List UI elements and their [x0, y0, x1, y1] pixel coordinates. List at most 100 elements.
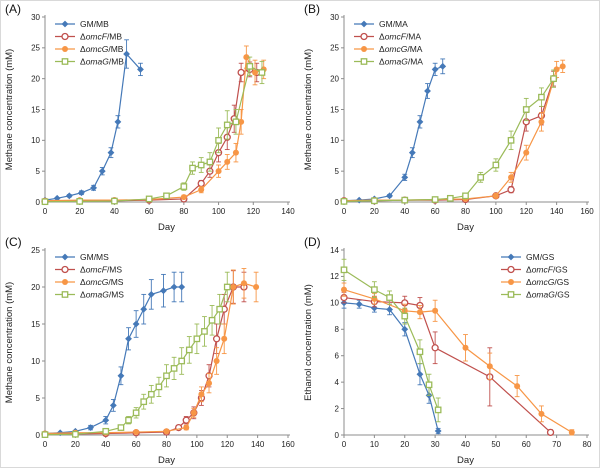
x-tick-label: 20	[370, 207, 379, 216]
data-point-marker	[360, 20, 368, 28]
legend-label: ΔomcF/GS	[526, 265, 568, 275]
legend-label: ΔomaG/MB	[80, 57, 124, 67]
legend-label: ΔomcF/MS	[80, 265, 122, 275]
axes: 0 20 40 60 80 100 120 140 0 5 10 15 20 25 30	[31, 13, 295, 216]
data-point-marker	[189, 164, 196, 172]
panel-D-label: (D)	[304, 235, 321, 249]
data-point-marker	[180, 194, 187, 201]
data-point-marker	[360, 58, 368, 65]
data-point-marker	[486, 363, 493, 370]
legend-label: ΔomaG/MA	[379, 57, 423, 67]
chart-svg: 0 20 40 60 80 100 120 140 160 0 5 10 15 20 25 30 Day Meth…	[303, 13, 594, 233]
data-point-marker	[132, 320, 140, 328]
data-point-marker	[41, 198, 49, 206]
data-point-marker	[340, 266, 348, 274]
data-point-marker	[522, 106, 530, 113]
y-tick-label: 4	[335, 378, 340, 387]
data-point-marker	[431, 196, 439, 203]
chart-svg: 0 20 40 60 80 100 120 140 0 5 10 15 20 25 30 Day Methane…	[4, 13, 295, 233]
data-point-marker	[61, 253, 69, 261]
data-point-marker	[111, 197, 118, 205]
data-point-marker	[221, 335, 228, 342]
y-tick-label: 20	[31, 283, 40, 292]
data-point-marker	[507, 136, 515, 144]
x-axis-title: Day	[158, 222, 175, 233]
data-point-marker	[434, 406, 442, 414]
data-point-marker	[102, 427, 110, 435]
x-tick-label: 0	[43, 440, 48, 449]
x-tick-label: 60	[132, 440, 141, 449]
y-tick-label: 10	[31, 136, 40, 145]
y-tick-label: 8	[335, 325, 340, 334]
data-point-marker	[125, 335, 132, 343]
data-point-marker	[492, 161, 500, 169]
x-tick-label: 20	[75, 207, 84, 216]
data-point-marker	[224, 158, 231, 165]
y-tick-label: 14	[330, 246, 339, 255]
data-point-marker	[160, 287, 167, 295]
series-gm-mb	[41, 39, 144, 204]
data-point-marker	[190, 409, 197, 416]
y-tick-label: 5	[36, 394, 41, 403]
data-point-marker	[386, 294, 393, 301]
axes: 0 20 40 60 80 100 120 140 160 0 5 10 15 20 25	[31, 246, 295, 449]
data-point-marker	[508, 174, 515, 181]
y-tick-label: 25	[31, 44, 40, 53]
x-tick-label: 60	[522, 440, 531, 449]
data-point-marker	[125, 416, 132, 424]
x-tick-label: 120	[520, 207, 534, 216]
x-tick-label: 100	[212, 207, 226, 216]
x-tick-label: 20	[71, 440, 80, 449]
y-tick-label: 5	[335, 167, 340, 176]
data-point-marker	[180, 183, 188, 190]
data-point-marker	[117, 424, 125, 431]
data-point-marker	[240, 280, 247, 287]
data-point-marker	[114, 118, 122, 126]
panel-A: (A) 0 20 40 60 80 100 120 140 0 5 10 15 20 25 30 Day Met…	[1, 1, 300, 234]
data-point-marker	[201, 328, 208, 335]
data-point-marker	[477, 173, 485, 181]
x-tick-label: 20	[400, 440, 409, 449]
data-point-marker	[341, 286, 347, 293]
x-tick-label: 100	[489, 207, 503, 216]
data-point-marker	[223, 283, 231, 291]
legend: GM/MB ΔomcF/MB ΔomcG/MB ΔomaG/MB	[55, 19, 124, 67]
data-point-marker	[361, 46, 367, 52]
data-point-marker	[559, 63, 566, 70]
data-point-marker	[216, 305, 224, 313]
data-point-marker	[145, 195, 153, 203]
data-point-marker	[102, 416, 110, 424]
panel-C: (C) 0 20 40 60 80 100 120 140 160 0 5 10 15 20 25 Day Me…	[1, 234, 300, 467]
chart-svg: 0 10 20 30 40 50 60 70 80 0 2 4 6 8 10 12 14 Day Ethanol c…	[303, 246, 592, 466]
data-point-marker	[550, 75, 557, 83]
data-point-marker	[340, 198, 348, 205]
x-tick-label: 40	[400, 207, 409, 216]
y-tick-label: 10	[330, 136, 339, 145]
data-point-marker	[258, 69, 266, 76]
y-tick-label: 2	[335, 404, 340, 413]
data-point-marker	[170, 365, 178, 372]
data-point-marker	[197, 161, 205, 169]
data-point-marker	[61, 32, 69, 41]
data-point-marker	[109, 402, 117, 409]
x-tick-label: 0	[342, 440, 347, 449]
data-point-marker	[232, 118, 240, 126]
data-point-marker	[252, 69, 259, 76]
data-point-marker	[514, 383, 521, 390]
data-point-marker	[87, 424, 94, 431]
data-point-marker	[223, 121, 231, 129]
x-tick-label: 60	[145, 207, 154, 216]
data-point-marker	[61, 20, 69, 28]
data-point-marker	[462, 192, 469, 200]
y-tick-label: 0	[335, 431, 340, 440]
data-point-marker	[61, 58, 69, 65]
data-point-marker	[61, 291, 69, 298]
data-point-marker	[215, 136, 222, 144]
data-point-marker	[431, 66, 439, 73]
x-tick-label: 140	[251, 440, 265, 449]
data-point-marker	[137, 66, 144, 73]
legend-label: ΔomcF/MB	[80, 32, 122, 42]
data-point-marker	[507, 253, 515, 261]
x-tick-label: 100	[190, 440, 204, 449]
